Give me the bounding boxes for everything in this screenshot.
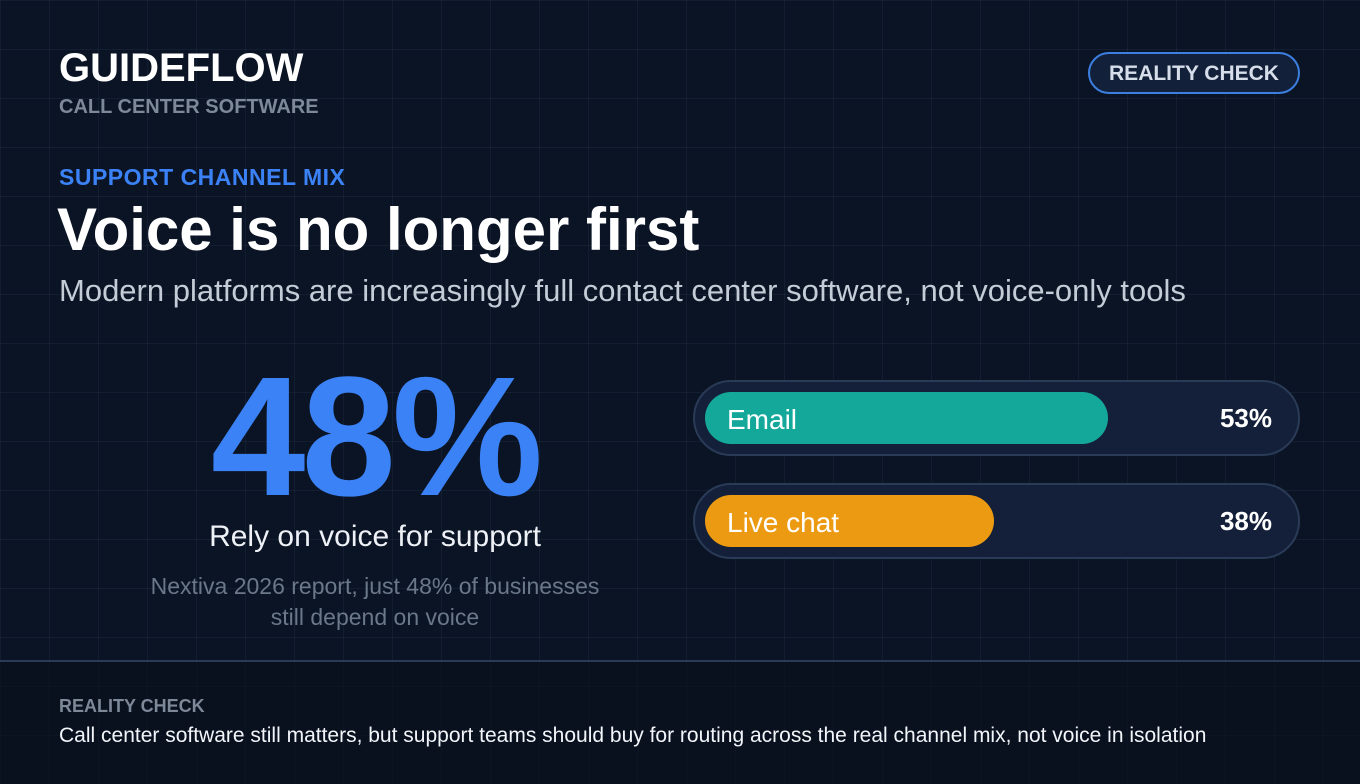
- headline: Voice is no longer first: [57, 196, 700, 263]
- bar: [705, 392, 1108, 444]
- footer-title: REALITY CHECK: [59, 696, 205, 716]
- headline-subtitle: Modern platforms are increasingly full c…: [59, 273, 1186, 308]
- brand: GUIDEFLOW: [59, 46, 304, 90]
- bar: [705, 495, 994, 547]
- divider: [0, 660, 1360, 662]
- stat-label: Rely on voice for support: [209, 520, 541, 553]
- bar-track: Live chat 38%: [693, 483, 1300, 559]
- footer-background: [0, 662, 1360, 784]
- bar-value-label: 53%: [1219, 403, 1272, 433]
- kicker: SUPPORT CHANNEL MIX: [59, 164, 346, 190]
- badge: REALITY CHECK: [1088, 52, 1300, 94]
- bar-label: Email: [727, 404, 798, 435]
- stat-note: Nextiva 2026 report, just 48% of busines…: [150, 573, 600, 599]
- footer-text: Call center software still matters, but …: [59, 724, 1207, 747]
- stat-note: still depend on voice: [270, 604, 480, 630]
- stat-value: 48%: [210, 342, 543, 532]
- bar-track: Email 53%: [693, 380, 1300, 456]
- bar-value-label: 38%: [1219, 506, 1272, 536]
- bar-label: Live chat: [727, 507, 840, 538]
- brand-subtitle: CALL CENTER SOFTWARE: [59, 96, 319, 118]
